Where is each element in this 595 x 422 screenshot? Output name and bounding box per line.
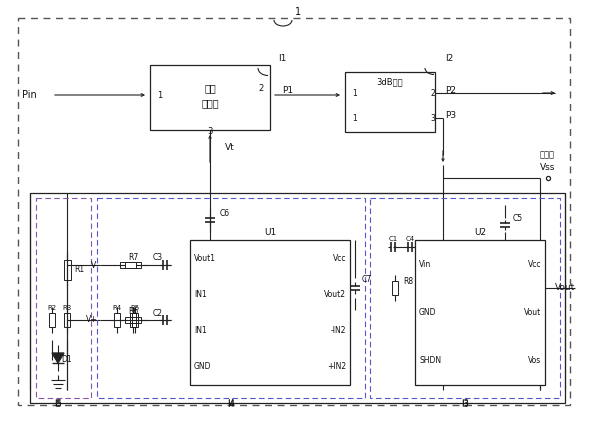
Bar: [132, 313, 138, 327]
Text: R1: R1: [74, 265, 84, 274]
Text: C2: C2: [153, 308, 163, 317]
Bar: [114, 313, 120, 327]
Bar: [64, 260, 70, 280]
Text: Vt: Vt: [225, 143, 235, 152]
Text: 1: 1: [352, 89, 357, 97]
Text: V+: V+: [86, 316, 98, 325]
Text: C1: C1: [389, 236, 397, 242]
Text: IN1: IN1: [194, 290, 206, 299]
Bar: [120, 262, 136, 268]
Bar: [392, 281, 398, 295]
Text: D1: D1: [61, 354, 71, 363]
Text: I3: I3: [461, 400, 469, 409]
Text: I5: I5: [54, 398, 62, 408]
Text: 衰减器: 衰减器: [201, 98, 219, 108]
Text: R5: R5: [130, 305, 140, 311]
Bar: [415, 240, 545, 385]
Text: 1: 1: [352, 114, 357, 122]
Text: 3: 3: [430, 114, 435, 122]
Text: P2: P2: [445, 86, 456, 95]
Text: P3: P3: [445, 111, 456, 119]
Text: R8: R8: [403, 278, 413, 287]
Text: Vout: Vout: [555, 284, 575, 292]
Text: +IN2: +IN2: [327, 362, 346, 371]
Text: C3: C3: [153, 252, 163, 262]
Bar: [150, 65, 270, 130]
Text: 3: 3: [207, 127, 212, 136]
Text: 电调: 电调: [204, 83, 216, 93]
Text: SHDN: SHDN: [419, 356, 441, 365]
Text: R4: R4: [112, 305, 121, 311]
Text: C4: C4: [405, 236, 415, 242]
Text: I4: I4: [227, 398, 235, 408]
Text: I5: I5: [54, 400, 62, 409]
Text: I4: I4: [227, 400, 235, 409]
Text: -IN2: -IN2: [330, 326, 346, 335]
Bar: [49, 313, 55, 327]
Text: 1: 1: [295, 7, 301, 17]
Text: Pin: Pin: [22, 90, 37, 100]
Text: I3: I3: [461, 398, 469, 408]
Bar: [370, 198, 560, 398]
Text: U1: U1: [264, 227, 276, 236]
Bar: [36, 198, 91, 398]
Text: Vss: Vss: [540, 162, 555, 171]
Text: Vcc: Vcc: [528, 260, 541, 269]
Text: Vin: Vin: [419, 260, 431, 269]
Text: U2: U2: [474, 227, 486, 236]
Bar: [190, 240, 350, 385]
Bar: [130, 313, 136, 327]
Text: R6: R6: [128, 308, 138, 316]
Text: I1: I1: [278, 54, 286, 62]
Bar: [97, 198, 365, 398]
Text: 3dB电桥: 3dB电桥: [377, 78, 403, 87]
Text: P1: P1: [282, 86, 293, 95]
Bar: [345, 72, 435, 132]
Text: 2: 2: [430, 89, 435, 97]
Text: R2: R2: [48, 305, 57, 311]
Text: IN1: IN1: [194, 326, 206, 335]
Text: 1: 1: [157, 90, 162, 100]
Bar: [30, 193, 565, 403]
Text: C6: C6: [220, 208, 230, 217]
Text: Vout1: Vout1: [194, 254, 216, 262]
Text: I2: I2: [445, 54, 453, 62]
Text: GND: GND: [419, 308, 437, 317]
Text: 2: 2: [259, 84, 264, 92]
Text: C7: C7: [362, 276, 372, 284]
Text: C5: C5: [513, 214, 523, 222]
Text: Vcc: Vcc: [333, 254, 346, 262]
Text: Vout2: Vout2: [324, 290, 346, 299]
Text: R3: R3: [62, 305, 71, 311]
Text: Vos: Vos: [528, 356, 541, 365]
Bar: [64, 313, 70, 327]
Polygon shape: [52, 353, 64, 363]
Text: R7: R7: [128, 252, 138, 262]
Text: GND: GND: [194, 362, 211, 371]
Bar: [125, 262, 141, 268]
Bar: [125, 317, 141, 323]
Text: Vout: Vout: [524, 308, 541, 317]
Text: V-: V-: [90, 260, 98, 270]
Text: 电源端: 电源端: [540, 151, 555, 160]
